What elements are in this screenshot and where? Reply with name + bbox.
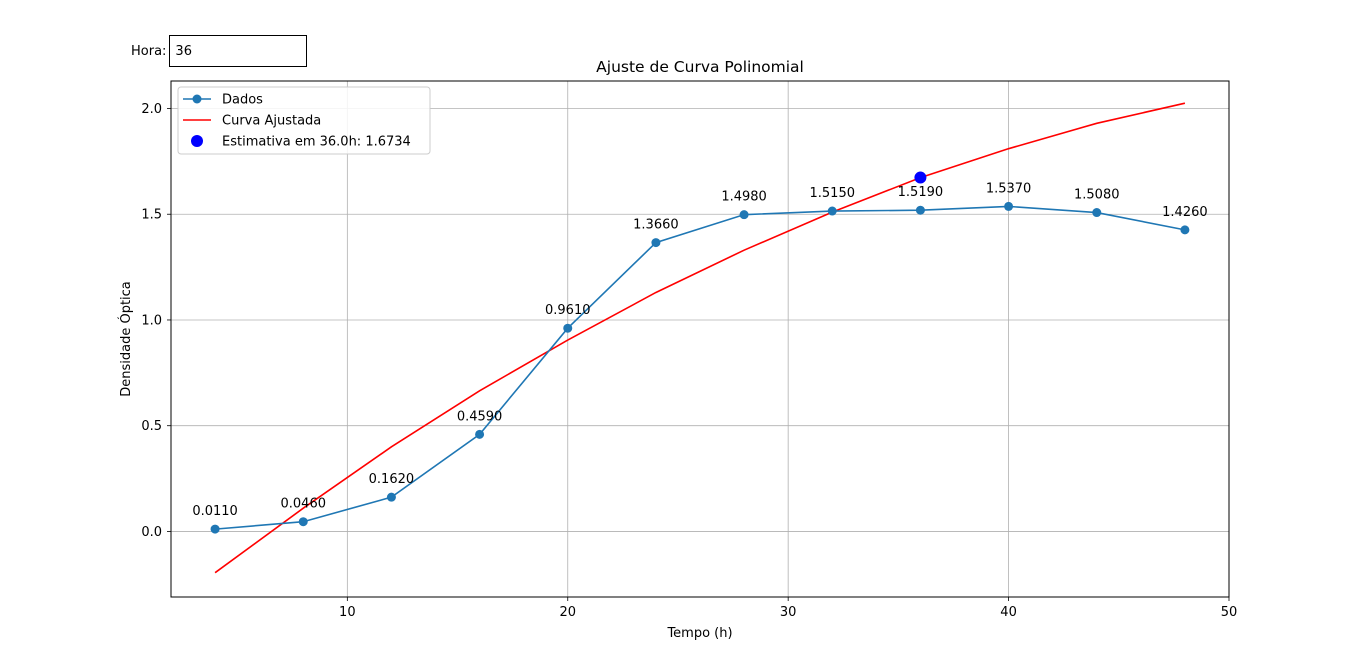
- x-tick-label: 50: [1221, 605, 1238, 620]
- x-tick-label: 40: [1000, 605, 1017, 620]
- hour-label: Hora:: [131, 43, 167, 59]
- data-point-dados: [563, 323, 573, 333]
- y-tick-label: 0.0: [141, 525, 162, 540]
- data-point-dados: [915, 205, 925, 215]
- data-point-dados: [210, 524, 220, 534]
- legend: Dados Curva Ajustada Estimativa em 36.0h: …: [177, 86, 431, 155]
- y-axis-label: Densidade Óptica: [118, 281, 134, 397]
- data-point-dados: [827, 206, 837, 216]
- data-label: 0.0460: [281, 497, 327, 512]
- legend-estimate-label: Estimativa em 36.0h: 1.6734: [222, 135, 411, 150]
- data-point-dados: [1092, 208, 1102, 218]
- data-point-dados: [298, 517, 308, 527]
- x-tick-label: 20: [559, 605, 576, 620]
- data-label: 1.3660: [633, 218, 679, 233]
- series-dados-line: [215, 205, 1186, 530]
- data-label: 0.4590: [457, 409, 503, 424]
- legend-fit-label: Curva Ajustada: [222, 114, 321, 129]
- data-label: 1.4260: [1162, 205, 1208, 220]
- axes: 10 20 30 40 50 0.0 0.5 1.0 1.5 2.0: [141, 102, 1237, 620]
- data-label: 1.5150: [810, 186, 856, 201]
- data-point-dados: [651, 238, 661, 248]
- data-point-dados: [1180, 225, 1190, 235]
- y-tick-label: 1.0: [141, 313, 162, 328]
- y-tick-label: 0.5: [141, 419, 162, 434]
- data-label: 1.5190: [898, 185, 944, 200]
- data-point-dados: [739, 210, 749, 220]
- hour-input[interactable]: [169, 35, 308, 67]
- data-label: 1.5080: [1074, 188, 1120, 203]
- data-label: 1.4980: [721, 190, 767, 205]
- grid: [171, 81, 1230, 597]
- legend-box: [177, 86, 431, 155]
- estimate-point: [914, 171, 927, 184]
- data-point-dados: [386, 492, 396, 502]
- y-tick-label: 2.0: [141, 102, 162, 117]
- legend-estimate-marker: [191, 135, 203, 147]
- legend-dados-marker: [192, 94, 202, 104]
- y-tick-label: 1.5: [141, 208, 162, 223]
- data-label: 1.5370: [986, 181, 1032, 196]
- plot-frame: [170, 80, 1230, 598]
- data-point-dados: [1004, 201, 1014, 211]
- series-curva-ajustada-line: [214, 102, 1186, 574]
- data-labels: 0.0110 0.0460 0.1620 0.4590 0.9610 1.3660 1.49…: [192, 181, 1207, 519]
- x-tick-label: 30: [780, 605, 797, 620]
- legend-dados-label: Dados: [222, 93, 263, 108]
- x-tick-label: 10: [339, 605, 356, 620]
- chart-title: Ajuste de Curva Polinomial: [596, 58, 804, 76]
- series: [210, 102, 1190, 574]
- data-label: 0.0110: [192, 504, 238, 519]
- hour-control: Hora:: [131, 34, 308, 68]
- x-axis-label: Tempo (h): [666, 626, 732, 641]
- data-point-dados: [475, 429, 485, 439]
- data-label: 0.1620: [369, 472, 415, 487]
- data-label: 0.9610: [545, 303, 591, 318]
